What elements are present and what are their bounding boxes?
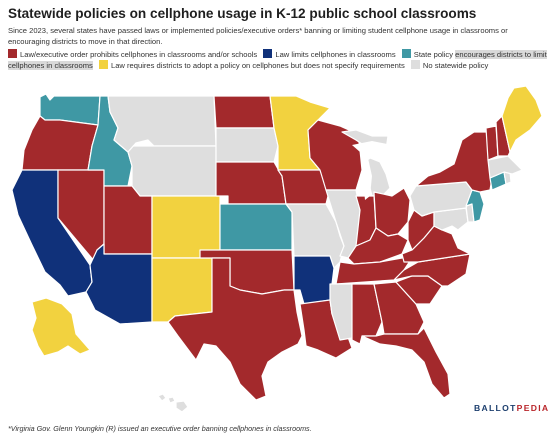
legend-label: State policy [413, 50, 456, 59]
legend-item-none: No statewide policy [410, 60, 489, 70]
state-north-carolina [393, 253, 471, 287]
logo-part-1: BALLOT [474, 403, 517, 413]
legend-item-prohibit: Law/executive order prohibits cellphones… [8, 49, 258, 59]
lake-michigan [362, 158, 372, 200]
us-map [11, 85, 543, 413]
state-colorado [151, 195, 221, 259]
footnote: *Virginia Gov. Glenn Youngkin (R) issued… [8, 424, 312, 433]
subtitle: Since 2023, several states have passed l… [8, 26, 508, 46]
legend-label: Law/executive order prohibits cellphones… [20, 50, 258, 59]
state-florida [361, 327, 451, 399]
legend-item-limit: Law limits cellphones in classrooms [263, 49, 396, 59]
state-new-york [415, 131, 493, 193]
state-arizona [85, 243, 153, 325]
state-wyoming [127, 142, 217, 197]
lake-superior [352, 141, 396, 152]
legend-swatch [410, 60, 420, 69]
state-utah [103, 185, 153, 255]
state-new-hampshire [495, 115, 511, 157]
state-kansas [219, 203, 293, 251]
state-alaska [31, 297, 91, 357]
legend-label: No statewide policy [422, 61, 489, 70]
legend-swatch [98, 60, 108, 69]
state-new-jersey [465, 189, 485, 223]
legend-swatch [8, 49, 17, 58]
state-texas [167, 257, 303, 401]
state-ohio [373, 187, 411, 237]
legend-swatch [263, 49, 273, 58]
state-north-dakota [213, 95, 275, 129]
legend-item-policy: Law requires districts to adopt a policy… [98, 60, 405, 70]
state-oregon [21, 115, 99, 171]
state-nebraska [215, 161, 287, 205]
state-maine [501, 85, 543, 153]
legend: Law/executive order prohibits cellphones… [8, 49, 548, 71]
state-arkansas [293, 255, 335, 305]
state-massachusetts [487, 155, 523, 179]
legend-label: Law requires districts to adopt a policy… [110, 61, 405, 70]
state-south-dakota [215, 127, 279, 163]
legend-swatch [401, 49, 411, 58]
state-montana [107, 95, 217, 153]
legend-label: Law limits cellphones in classrooms [275, 50, 396, 59]
page-title: Statewide policies on cellphone usage in… [8, 6, 477, 21]
logo-part-2: PEDIA [516, 403, 550, 413]
state-hawaii [157, 393, 189, 413]
ballotpedia-logo: BALLOTPEDIA [474, 403, 549, 413]
